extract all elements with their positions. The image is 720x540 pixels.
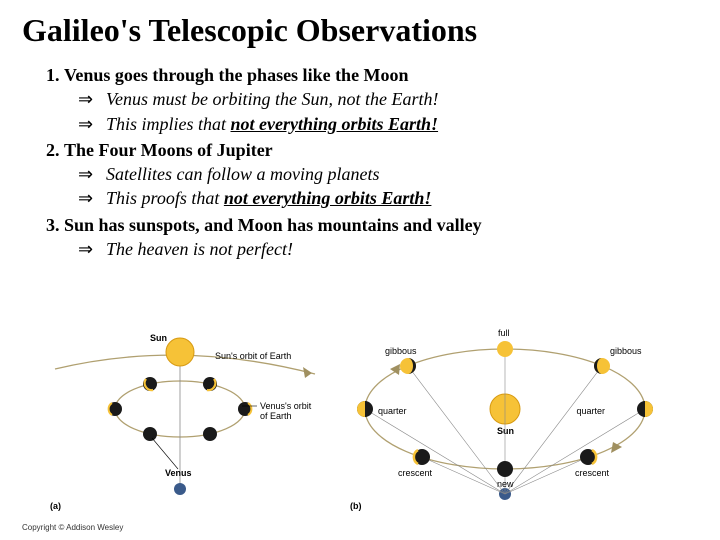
observation-item-3: Sun has sunspots, and Moon has mountains… [64, 213, 698, 262]
label-sun-b: Sun [497, 426, 514, 436]
observation-list: Venus goes through the phases like the M… [22, 63, 698, 261]
content-block: Venus goes through the phases like the M… [22, 63, 698, 261]
implication: ⇒Satellites can follow a moving planets [78, 162, 698, 186]
implication: ⇒The heaven is not perfect! [78, 237, 698, 261]
slide-title: Galileo's Telescopic Observations [22, 12, 698, 49]
label-gibbous-l: gibbous [385, 346, 417, 356]
label-new: new [497, 479, 514, 489]
label-crescent-l: crescent [398, 468, 433, 478]
implication: ⇒Venus must be orbiting the Sun, not the… [78, 87, 698, 111]
label-venus-a: Venus [165, 468, 192, 478]
implication: ⇒This implies that not everything orbits… [78, 112, 698, 136]
label-quarter-l: quarter [378, 406, 407, 416]
label-sun-a: Sun [150, 333, 167, 343]
label-crescent-r: crescent [575, 468, 610, 478]
label-full: full [498, 328, 510, 338]
label-quarter-r: quarter [576, 406, 605, 416]
observation-item-1: Venus goes through the phases like the M… [64, 63, 698, 136]
implication: ⇒This proofs that not everything orbits … [78, 186, 698, 210]
label-venus-orbit: Venus's orbitof Earth [260, 401, 312, 421]
label-sun-orbit: Sun's orbit of Earth [215, 351, 291, 361]
copyright-text: Copyright © Addison Wesley [22, 523, 123, 532]
panel-b-label: (b) [350, 501, 362, 511]
venus-phases-figure: Sun Sun's orbit of Earth Venus's orbitof… [50, 314, 670, 514]
label-gibbous-r: gibbous [610, 346, 642, 356]
panel-a-label: (a) [50, 501, 61, 511]
observation-item-2: The Four Moons of Jupiter⇒Satellites can… [64, 138, 698, 211]
